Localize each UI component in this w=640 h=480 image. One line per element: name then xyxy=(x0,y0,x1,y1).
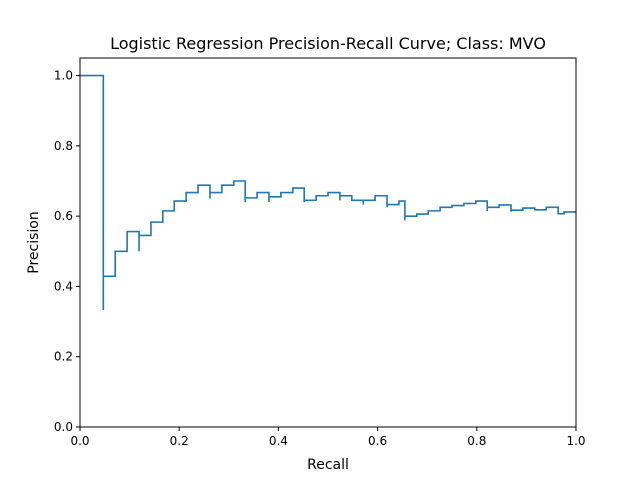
y-axis-label: Precision xyxy=(26,211,42,273)
y-tick-label: 0.8 xyxy=(54,139,73,153)
y-tick-label: 0.0 xyxy=(54,420,73,434)
x-tick-label: 0.0 xyxy=(70,434,89,448)
x-tick-label: 0.6 xyxy=(368,434,387,448)
pr-curve-line xyxy=(80,74,576,310)
x-tick-label: 0.2 xyxy=(170,434,189,448)
x-tick-label: 1.0 xyxy=(566,434,585,448)
y-tick-label: 1.0 xyxy=(54,69,73,83)
y-tick-label: 0.2 xyxy=(54,350,73,364)
x-tick-label: 0.8 xyxy=(467,434,486,448)
x-tick-label: 0.4 xyxy=(269,434,288,448)
y-tick-label: 0.6 xyxy=(54,209,73,223)
chart-title: Logistic Regression Precision-Recall Cur… xyxy=(110,34,546,53)
x-axis-label: Recall xyxy=(307,457,349,473)
y-tick-label: 0.4 xyxy=(54,279,73,293)
plot-area xyxy=(80,74,576,310)
plot-frame xyxy=(79,57,577,428)
y-axis: 0.0 0.2 0.4 0.6 0.8 1.0 xyxy=(54,69,80,434)
x-axis: 0.0 0.2 0.4 0.6 0.8 1.0 xyxy=(70,427,586,448)
